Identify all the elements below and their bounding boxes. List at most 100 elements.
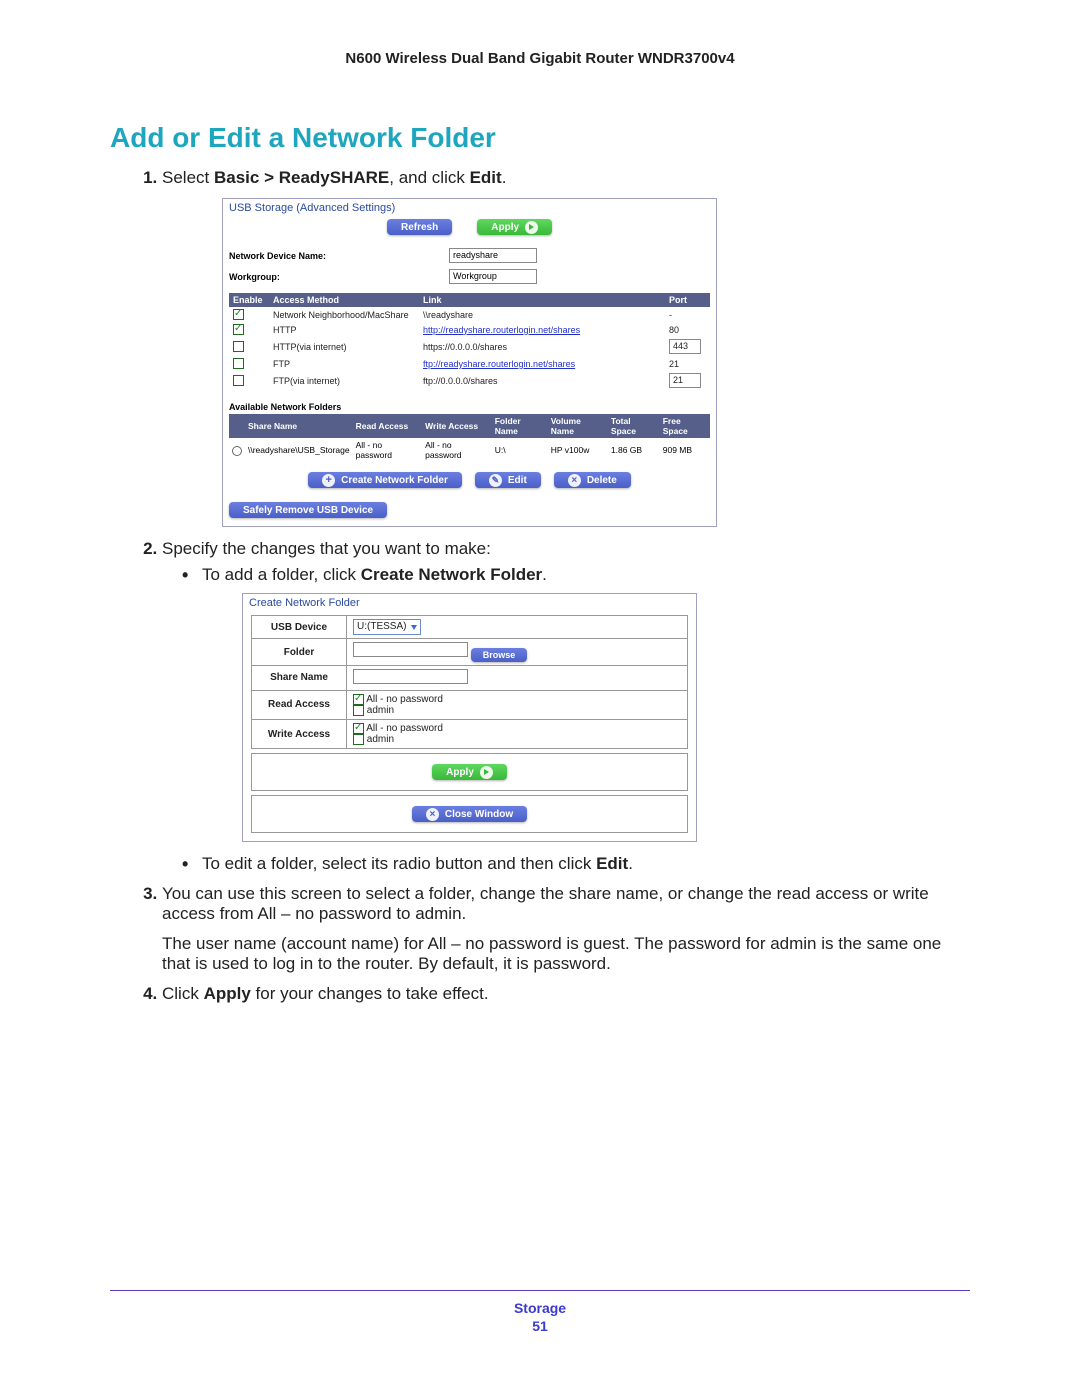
ra-admin-checkbox[interactable]: [353, 705, 364, 716]
table-row: Network Neighborhood/MacShare \\readysha…: [229, 307, 710, 322]
col-fs: Free Space: [660, 414, 710, 438]
enable-checkbox[interactable]: [233, 358, 244, 369]
ts-cell: 1.86 GB: [608, 438, 660, 462]
method-cell: FTP(via internet): [269, 371, 419, 390]
method-cell: HTTP: [269, 322, 419, 337]
close-x-icon: ×: [426, 808, 439, 821]
step-4: Click Apply for your changes to take eff…: [162, 984, 970, 1004]
apply2-label: Apply: [446, 767, 474, 778]
col-method: Access Method: [269, 293, 419, 307]
port-cell: -: [665, 307, 710, 322]
create-form-table: USB Device U:(TESSA) Folder Browse Share…: [251, 615, 688, 749]
apply2-arrow-icon: [480, 766, 493, 779]
share-input[interactable]: [353, 669, 468, 684]
ra-all-checkbox[interactable]: [353, 694, 364, 705]
header-product: N600 Wireless Dual Band Gigabit Router W…: [110, 50, 970, 67]
port-input[interactable]: 443: [669, 339, 701, 354]
shot1-title: USB Storage (Advanced Settings): [223, 199, 716, 219]
step3b-text: The user name (account name) for All – n…: [162, 934, 970, 974]
footer-category: Storage: [0, 1300, 1080, 1316]
pencil-icon: ✎: [489, 474, 502, 487]
enable-checkbox[interactable]: [233, 309, 244, 320]
wg-label: Workgroup:: [229, 272, 449, 282]
step1-mid: , and click: [389, 168, 469, 187]
step2-text: Specify the changes that you want to mak…: [162, 539, 491, 558]
close-label: Close Window: [445, 809, 513, 820]
screenshot-usb-storage: USB Storage (Advanced Settings) Refresh …: [222, 198, 717, 527]
access-table: Enable Access Method Link Port Network N…: [229, 293, 710, 390]
link-cell[interactable]: ftp://readyshare.routerlogin.net/shares: [423, 359, 575, 369]
usb-label: USB Device: [252, 616, 347, 639]
step4b: Apply: [204, 984, 251, 1003]
col-ra: Read Access: [353, 414, 423, 438]
folder-radio[interactable]: [232, 446, 242, 456]
col-vn: Volume Name: [548, 414, 608, 438]
apply-label: Apply: [491, 222, 519, 233]
step4c: for your changes to take effect.: [251, 984, 489, 1003]
step1-prefix: Select: [162, 168, 214, 187]
link-cell: ftp://0.0.0.0/shares: [419, 371, 665, 390]
table-row: FTP(via internet) ftp://0.0.0.0/shares 2…: [229, 371, 710, 390]
delete-label: Delete: [587, 475, 617, 486]
browse-button[interactable]: Browse: [471, 648, 528, 662]
avail-title: Available Network Folders: [223, 398, 716, 412]
col-ts: Total Space: [608, 414, 660, 438]
ra-cell: All - no password: [353, 438, 423, 462]
share-label: Share Name: [252, 665, 347, 690]
col-fn: Folder Name: [492, 414, 548, 438]
step4a: Click: [162, 984, 204, 1003]
link-cell[interactable]: http://readyshare.routerlogin.net/shares: [423, 325, 580, 335]
wa-all-checkbox[interactable]: [353, 723, 364, 734]
apply2-button[interactable]: Apply: [432, 764, 507, 780]
edit-button[interactable]: ✎ Edit: [475, 472, 541, 488]
wg-input[interactable]: Workgroup: [449, 269, 537, 284]
step-3: You can use this screen to select a fold…: [162, 884, 970, 974]
step-2: Specify the changes that you want to mak…: [162, 539, 970, 874]
wa-admin-checkbox[interactable]: [353, 734, 364, 745]
step-1: Select Basic > ReadySHARE, and click Edi…: [162, 168, 970, 527]
b1a: To add a folder, click: [202, 565, 361, 584]
fn-cell: U:\: [492, 438, 548, 462]
apply-button[interactable]: Apply: [477, 219, 552, 235]
bullet-add: To add a folder, click Create Network Fo…: [182, 565, 970, 585]
b1b: Create Network Folder: [361, 565, 542, 584]
col-wa: Write Access: [422, 414, 492, 438]
ra-opt2: admin: [367, 705, 394, 716]
ra-label: Read Access: [252, 690, 347, 719]
folder-input[interactable]: [353, 642, 468, 657]
close-button[interactable]: × Close Window: [412, 806, 527, 822]
enable-checkbox[interactable]: [233, 341, 244, 352]
enable-checkbox[interactable]: [233, 324, 244, 335]
edit-label: Edit: [508, 475, 527, 486]
col-enable: Enable: [229, 293, 269, 307]
table-row: FTP ftp://readyshare.routerlogin.net/sha…: [229, 356, 710, 371]
plus-icon: +: [322, 474, 335, 487]
folders-table: Share Name Read Access Write Access Fold…: [229, 414, 710, 462]
refresh-button[interactable]: Refresh: [387, 219, 452, 235]
b2b: Edit: [596, 854, 628, 873]
create-folder-button[interactable]: +Create Network Folder: [308, 472, 462, 488]
link-cell: \\readyshare: [419, 307, 665, 322]
wa-cell: All - no password: [422, 438, 492, 462]
safe-remove-button[interactable]: Safely Remove USB Device: [229, 502, 387, 518]
table-row: HTTP(via internet) https://0.0.0.0/share…: [229, 337, 710, 356]
usb-select[interactable]: U:(TESSA): [353, 619, 421, 635]
folder-label: Folder: [252, 639, 347, 665]
link-cell: https://0.0.0.0/shares: [419, 337, 665, 356]
shot2-title: Create Network Folder: [243, 594, 696, 615]
step1-path: Basic > ReadySHARE: [214, 168, 389, 187]
wa-opt2: admin: [367, 734, 394, 745]
vn-cell: HP v100w: [548, 438, 608, 462]
fs-cell: 909 MB: [660, 438, 710, 462]
col-port: Port: [665, 293, 710, 307]
screenshot-create-folder: Create Network Folder USB Device U:(TESS…: [242, 593, 697, 842]
b1c: .: [542, 565, 547, 584]
port-input[interactable]: 21: [669, 373, 701, 388]
port-cell: 21: [665, 356, 710, 371]
method-cell: HTTP(via internet): [269, 337, 419, 356]
nd-input[interactable]: readyshare: [449, 248, 537, 263]
table-row: HTTP http://readyshare.routerlogin.net/s…: [229, 322, 710, 337]
delete-button[interactable]: ×Delete: [554, 472, 631, 488]
footer-divider: [110, 1290, 970, 1291]
enable-checkbox[interactable]: [233, 375, 244, 386]
